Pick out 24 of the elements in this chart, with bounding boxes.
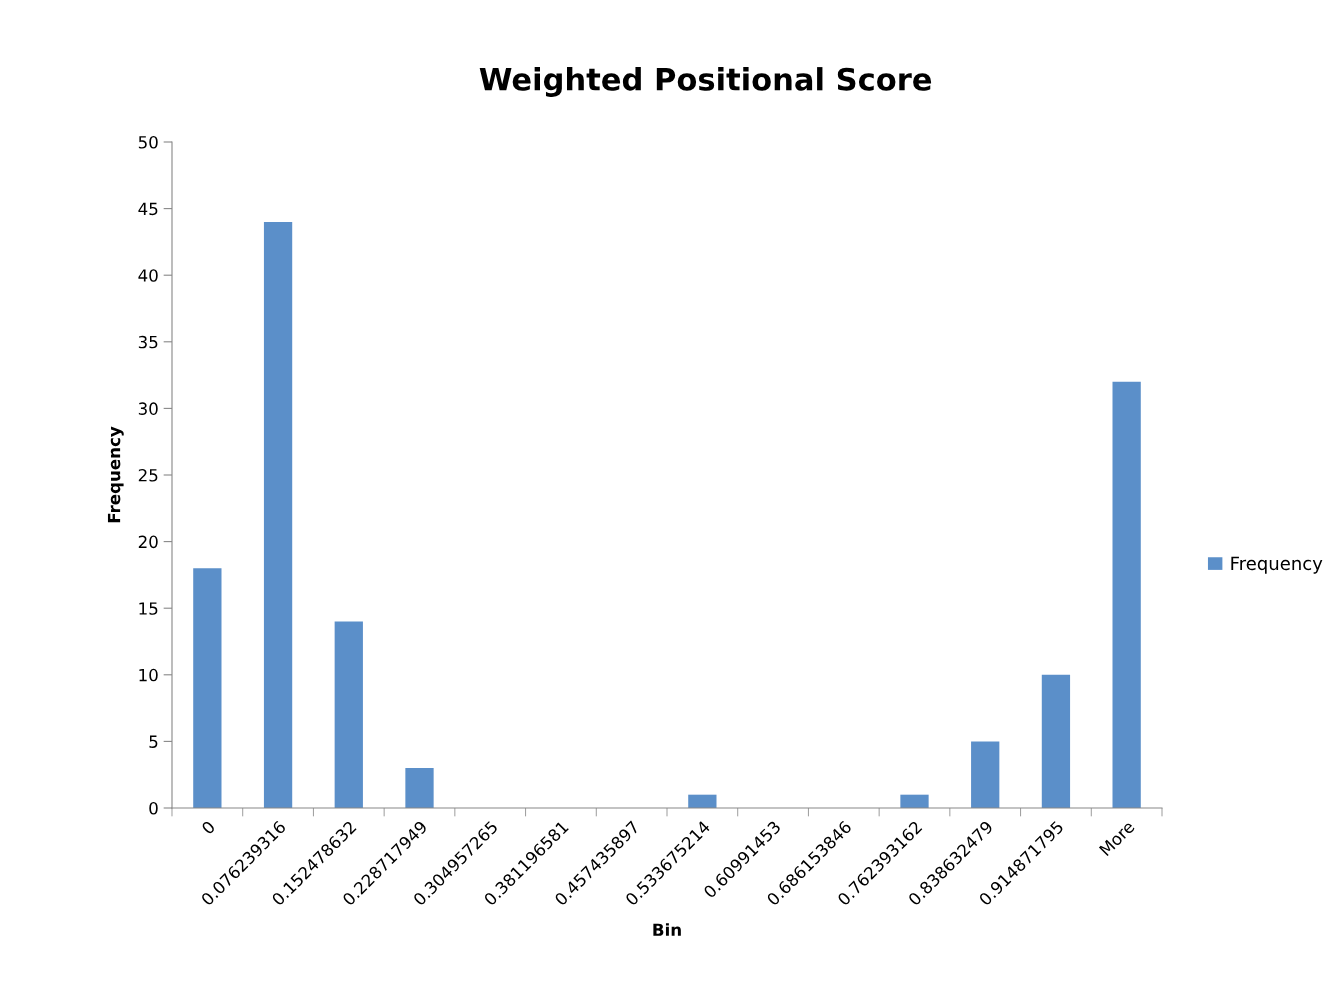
bar (193, 568, 222, 808)
bar (971, 741, 1000, 808)
y-axis-title: Frequency (107, 426, 124, 523)
bar (1112, 381, 1141, 808)
bar (900, 794, 929, 808)
y-tick-label: 40 (138, 269, 158, 282)
bar (688, 794, 717, 808)
y-tick-label: 20 (138, 535, 158, 549)
bar (1041, 674, 1071, 808)
y-tick-label: 10 (139, 668, 158, 682)
y-tick-label: 35 (138, 335, 158, 349)
y-tick-label: 0 (149, 801, 158, 815)
y-tick-label: 5 (149, 735, 158, 748)
bar (263, 221, 293, 808)
y-tick-label: 15 (139, 602, 158, 615)
bar (405, 768, 434, 808)
chart-title: Weighted Positional Score (479, 67, 932, 97)
legend-label: Frequency (1231, 556, 1323, 574)
y-tick-label: 45 (138, 202, 158, 216)
y-tick-label: 25 (138, 468, 158, 482)
y-tick-label: 30 (138, 402, 158, 415)
x-axis-title: Bin (653, 923, 681, 936)
bar (334, 621, 363, 808)
y-tick-label: 50 (138, 135, 158, 149)
